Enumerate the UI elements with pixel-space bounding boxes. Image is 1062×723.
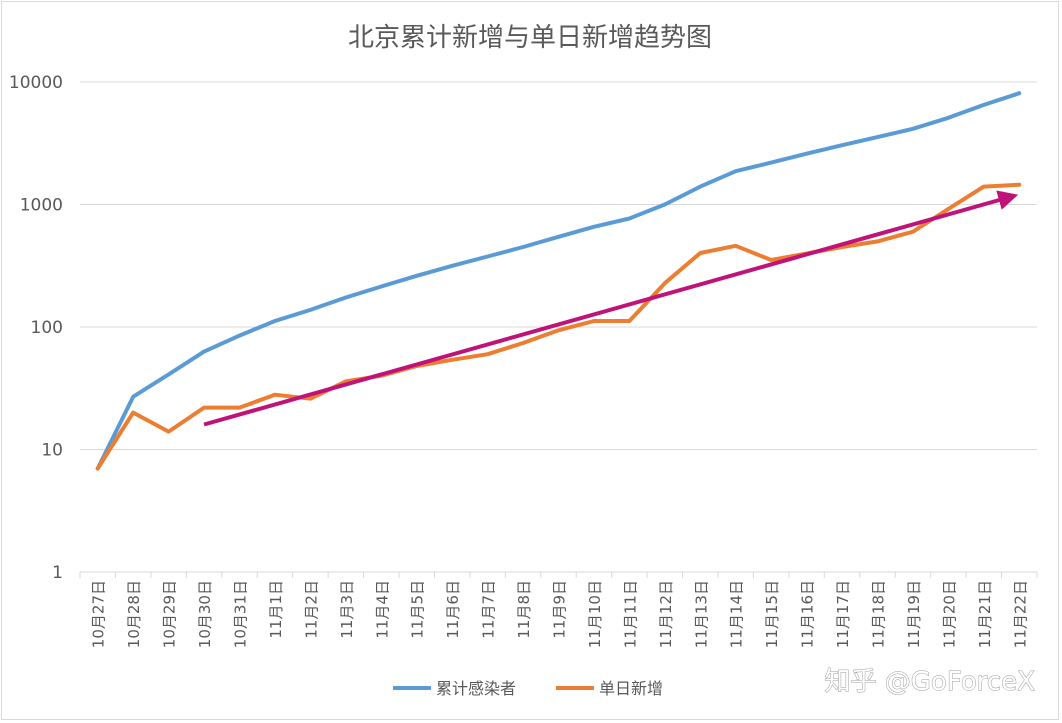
x-tick-label: 11月16日 [799,580,817,648]
y-tick-label: 10 [41,441,63,461]
x-tick-label: 10月31日 [232,580,250,648]
x-tick-label: 10月28日 [125,580,143,648]
x-tick-label: 11月12日 [657,580,675,648]
x-tick-label: 11月11日 [621,580,639,648]
x-tick-label: 11月2日 [302,580,320,639]
y-tick-label: 1000 [20,196,63,216]
series-line-1 [95,91,1022,471]
trend-annotation [203,190,1019,427]
x-tick-label: 10月27日 [90,580,108,648]
series-line-2 [95,182,1022,471]
x-tick-label: 11月20日 [940,580,958,648]
x-tick-label: 11月9日 [551,580,569,639]
y-axis-ticks: 1 10 100 1000 10000 [9,73,63,583]
x-tick-label: 11月4日 [373,580,391,639]
y-tick-label: 1 [52,563,63,583]
x-tick-label: 10月29日 [161,580,179,648]
x-tick-label: 11月14日 [728,580,746,648]
watermark: 知乎 @GoForceX [825,667,1035,697]
y-tick-label: 10000 [9,73,63,93]
x-tick-label: 11月19日 [905,580,923,648]
x-tick-label: 11月3日 [338,580,356,639]
x-tick-label: 11月13日 [692,580,710,648]
x-axis-ticks: 10月27日 10月28日 10月29日 10月30日 10月31日 11月1日 11月2日… [79,572,1038,648]
x-tick-label: 11月5日 [409,580,427,639]
series-lines [95,91,1022,471]
x-tick-label: 11月6日 [444,580,462,639]
x-tick-label: 11月10日 [586,580,604,648]
legend-label-1: 累计感染者 [436,679,516,698]
y-tick-label: 100 [31,318,63,338]
chart-title: 北京累计新增与单日新增趋势图 [348,23,712,53]
x-tick-label: 11月1日 [267,580,285,639]
trend-arrow [203,190,1019,427]
x-tick-label: 11月17日 [834,580,852,648]
x-tick-label: 11月8日 [515,580,533,639]
legend: 累计感染者 单日新增 [393,679,663,698]
x-tick-label: 11月15日 [763,580,781,648]
legend-label-2: 单日新增 [599,679,663,698]
x-tick-label: 11月18日 [870,580,888,648]
gridlines [80,81,1037,573]
x-tick-label: 10月30日 [196,580,214,648]
x-tick-label: 11月22日 [1011,580,1029,648]
x-tick-label: 11月7日 [480,580,498,639]
x-tick-label: 11月21日 [976,580,994,648]
